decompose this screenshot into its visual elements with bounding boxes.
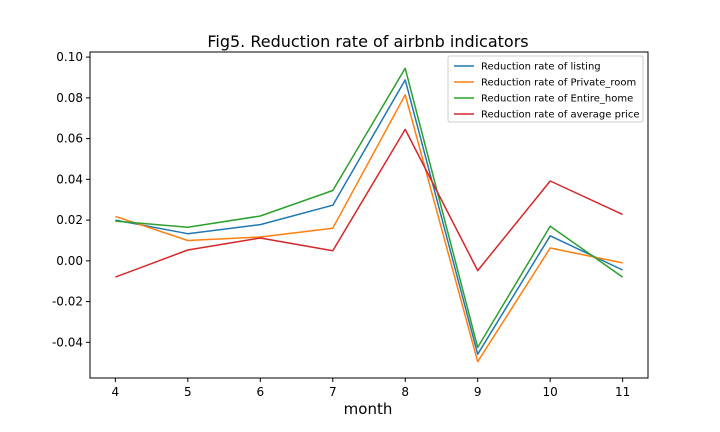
y-tick-label: 0.06 — [56, 132, 83, 146]
x-tick-label: 7 — [329, 385, 337, 399]
series-line-1 — [115, 79, 623, 355]
legend-label: Reduction rate of Private_room — [481, 78, 636, 89]
series-line-2 — [115, 94, 623, 363]
legend-label: Reduction rate of average price — [481, 110, 639, 121]
x-tick-label: 4 — [112, 385, 120, 399]
x-tick-label: 6 — [256, 385, 264, 399]
x-tick-label: 9 — [474, 385, 482, 399]
x-axis-label: month — [344, 400, 393, 418]
legend-box — [447, 55, 644, 123]
chart-title: Fig5. Reduction rate of airbnb indicator… — [207, 32, 528, 51]
plot-area-frame — [89, 51, 649, 379]
y-tick-label: 0.04 — [56, 172, 83, 186]
y-tick-label: -0.04 — [52, 335, 83, 349]
x-tick-label: 11 — [615, 385, 630, 399]
series-line-3 — [115, 67, 624, 349]
y-tick-label: 0.08 — [56, 91, 83, 105]
x-tick-label: 5 — [184, 385, 192, 399]
legend-label: Reduction rate of listing — [481, 62, 601, 73]
series-line-4 — [115, 128, 623, 278]
chart-legend: Reduction rate of listing Reduction rate … — [447, 55, 644, 123]
plot-series-group — [115, 67, 624, 363]
x-tick-label: 8 — [401, 385, 409, 399]
y-axis-ticks: 0.10 0.08 0.06 0.04 0.02 0.00 -0.02 -0.04 — [52, 50, 90, 349]
x-tick-label: 10 — [543, 385, 558, 399]
legend-label: Reduction rate of Entire_home — [481, 94, 633, 105]
y-tick-label: 0.02 — [56, 213, 83, 227]
y-tick-label: 0.00 — [56, 254, 83, 268]
x-axis-ticks: 4 5 6 7 8 9 10 11 — [112, 378, 630, 399]
y-tick-label: 0.10 — [56, 50, 83, 64]
y-tick-label: -0.02 — [52, 295, 83, 309]
